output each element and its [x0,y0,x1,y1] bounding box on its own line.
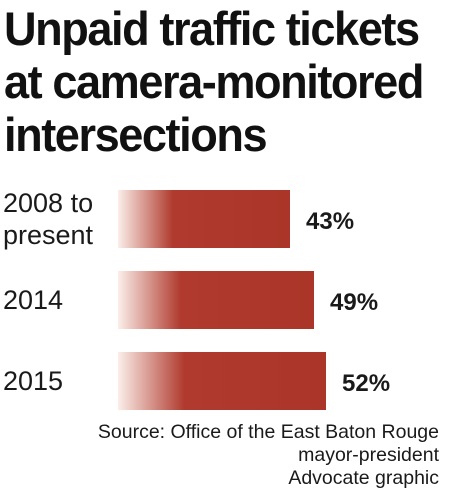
title-line: intersections [4,108,268,161]
source-line: Source: Office of the East Baton Rouge [97,421,439,443]
chart-title: Unpaid traffic tickets at camera-monitor… [4,2,431,161]
title-line: at camera-monitored [4,55,424,108]
bar [118,190,290,248]
bar [118,271,314,329]
category-label: present [3,220,94,250]
category-label: 2008 to [3,188,93,218]
category-label: 2015 [3,366,63,396]
value-label: 49% [330,289,378,316]
source-note: Source: Office of the East Baton Rouge m… [0,421,439,490]
value-label: 52% [342,370,390,397]
category-label: 2014 [3,285,63,315]
source-line: mayor-president [298,444,439,466]
value-label: 43% [306,208,354,235]
source-line: Advocate graphic [288,467,439,489]
bar [118,352,326,410]
title-line: Unpaid traffic tickets [4,2,420,55]
